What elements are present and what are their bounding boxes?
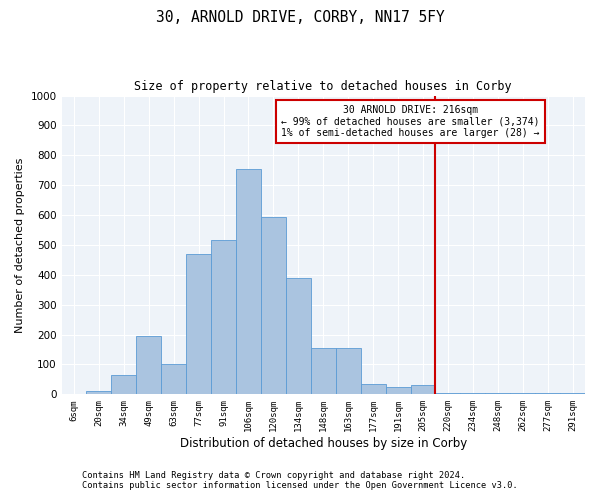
Bar [535,393,560,394]
Bar [261,216,286,394]
Bar [510,393,535,394]
Text: 30, ARNOLD DRIVE, CORBY, NN17 5FY: 30, ARNOLD DRIVE, CORBY, NN17 5FY [155,10,445,25]
Bar [161,364,186,394]
Bar [336,348,361,395]
Y-axis label: Number of detached properties: Number of detached properties [15,158,25,332]
Bar [485,393,510,394]
Text: 30 ARNOLD DRIVE: 216sqm
← 99% of detached houses are smaller (3,374)
1% of semi-: 30 ARNOLD DRIVE: 216sqm ← 99% of detache… [281,104,540,138]
Bar [136,336,161,394]
Text: Contains HM Land Registry data © Crown copyright and database right 2024.
Contai: Contains HM Land Registry data © Crown c… [82,470,518,490]
Bar [286,278,311,394]
Bar [410,386,436,394]
Bar [211,240,236,394]
Bar [436,393,460,394]
Bar [186,254,211,394]
Bar [560,393,585,394]
Bar [386,387,410,394]
Bar [361,384,386,394]
Title: Size of property relative to detached houses in Corby: Size of property relative to detached ho… [134,80,512,93]
Bar [460,393,485,394]
X-axis label: Distribution of detached houses by size in Corby: Distribution of detached houses by size … [179,437,467,450]
Bar [311,348,336,395]
Bar [86,392,112,394]
Bar [112,375,136,394]
Bar [236,169,261,394]
